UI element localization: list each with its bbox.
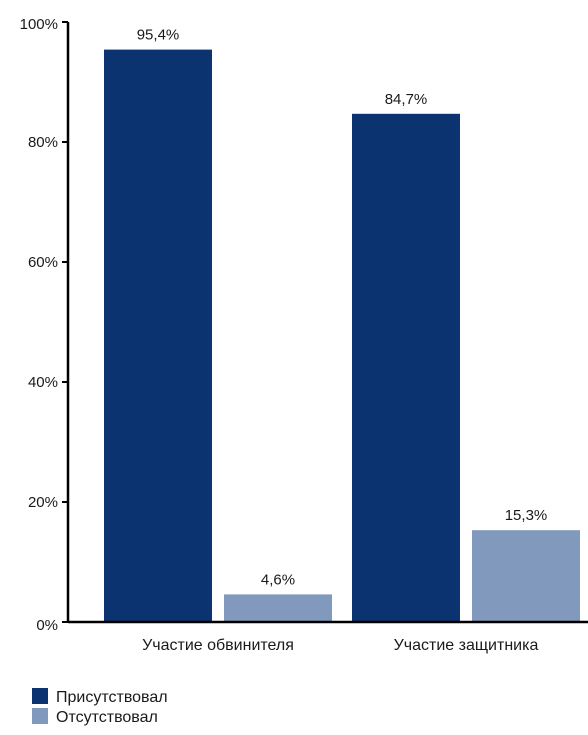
y-tick-label-5: 100% <box>20 16 58 33</box>
labels-layer: 95,4% 4,6% Участие обвинителя 84,7% 15,3% Уча… <box>137 27 548 654</box>
legend: Присутствовал Отсутствовал <box>32 688 168 726</box>
axes: 0% 20% 40% 60% 80% 100% <box>20 16 588 634</box>
y-tick-label-0: 0% <box>36 617 58 634</box>
legend-label-1: Присутствовал <box>56 689 168 706</box>
legend-swatch-2 <box>32 708 48 724</box>
legend-label-2: Отсутствовал <box>56 709 158 726</box>
y-tick-label-1: 20% <box>28 494 58 511</box>
bar-2-2 <box>472 530 580 622</box>
category-label-1: Участие обвинителя <box>142 637 294 654</box>
y-tick-label-3: 60% <box>28 254 58 271</box>
data-label-2-2: 15,3% <box>505 507 548 524</box>
y-tick-label-2: 40% <box>28 374 58 391</box>
category-label-2: Участие защитника <box>394 637 539 654</box>
data-label-1-2: 4,6% <box>261 571 295 588</box>
bars-layer <box>104 49 580 623</box>
data-label-1-1: 95,4% <box>137 27 180 44</box>
bar-1-2 <box>224 594 332 622</box>
bar-1-1 <box>104 49 212 623</box>
data-label-2-1: 84,7% <box>385 91 428 108</box>
bar-2-1 <box>352 113 460 623</box>
y-tick-label-4: 80% <box>28 134 58 151</box>
legend-swatch-1 <box>32 688 48 704</box>
